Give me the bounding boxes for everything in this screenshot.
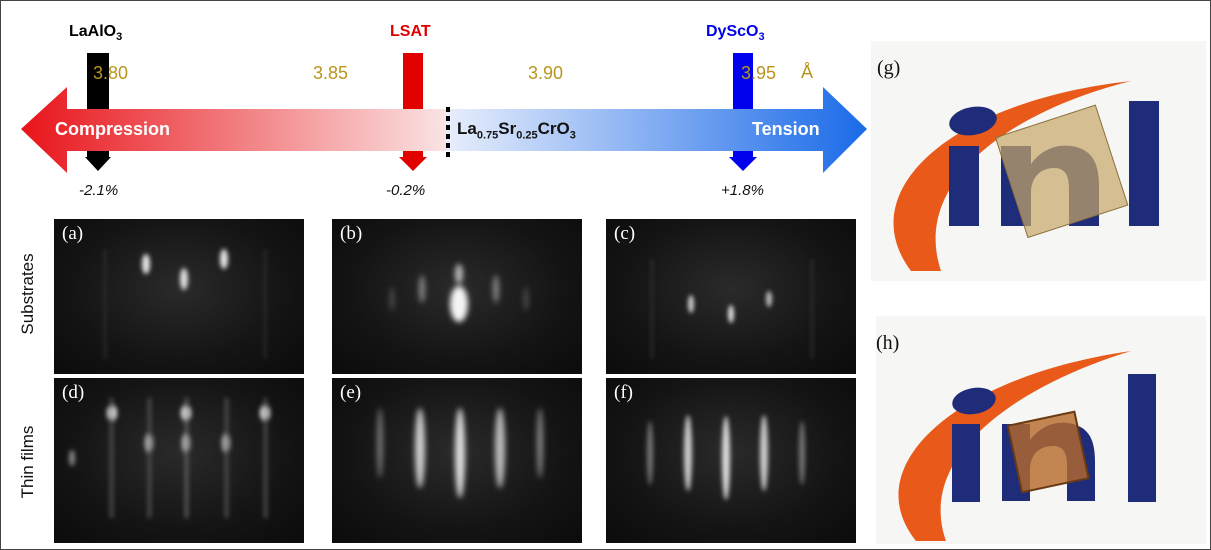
lsat-marker-tip xyxy=(399,157,427,171)
rheed-pattern-d xyxy=(69,398,270,518)
logo-dot xyxy=(949,106,997,136)
strain-arrow-diagram xyxy=(21,53,867,173)
logo-letter-i xyxy=(949,146,979,226)
tension-label: Tension xyxy=(752,119,820,139)
laalo3-strain: -2.1% xyxy=(79,182,119,199)
logo-dot-h xyxy=(952,387,996,415)
lattice-unit: Å xyxy=(801,62,814,82)
film-formula: La0.75Sr0.25CrO3 xyxy=(457,119,576,142)
substrate-sample-g xyxy=(994,104,1129,239)
logo-swoosh xyxy=(893,81,1131,271)
rheed-panel-d: (d) xyxy=(54,378,304,543)
rheed-panel-e: (e) xyxy=(332,378,582,543)
inl-logo-g xyxy=(893,81,1159,271)
panel-tag-c: (c) xyxy=(614,223,636,244)
photo-panel-h: (h) xyxy=(876,316,1206,544)
rheed-panel-c: (c) xyxy=(606,219,856,374)
rheed-pattern-b xyxy=(390,264,528,322)
panel-tag-e: (e) xyxy=(340,382,362,403)
thin-film-sample-h xyxy=(1006,410,1090,494)
laalo3-label: LaAlO3 xyxy=(69,23,123,44)
dysco3-marker-tip xyxy=(729,157,757,171)
lsat-strain: -0.2% xyxy=(386,182,426,199)
rheed-pattern-f xyxy=(647,415,805,500)
lattice-tick-390: 3.90 xyxy=(528,63,564,83)
photo-panel-g: (g) xyxy=(871,41,1206,281)
logo-letter-i-h xyxy=(952,424,980,502)
panel-tag-a: (a) xyxy=(62,223,84,244)
logo-letter-l-h xyxy=(1128,374,1156,502)
lattice-tick-395: 3.95 xyxy=(741,63,777,83)
row-label-substrates: Substrates xyxy=(18,253,37,335)
dysco3-strain: +1.8% xyxy=(721,182,764,199)
row-label-thin-films: Thin films xyxy=(18,425,37,499)
dysco3-label: DyScO3 xyxy=(706,23,765,44)
panel-tag-b: (b) xyxy=(340,223,363,244)
rheed-pattern-a xyxy=(104,249,266,359)
compression-arrow xyxy=(21,87,446,173)
logo-swoosh-h xyxy=(898,351,1131,541)
compression-label: Compression xyxy=(55,119,171,139)
lsat-label: LSAT xyxy=(390,23,431,40)
rheed-panel-f: (f) xyxy=(606,378,856,543)
laalo3-marker-tip xyxy=(85,157,111,171)
tension-arrow xyxy=(446,87,867,173)
inl-logo-h xyxy=(898,351,1156,541)
lattice-tick-380: 3.80 xyxy=(93,63,129,83)
panel-tag-d: (d) xyxy=(62,382,85,403)
rheed-panel-b: (b) xyxy=(332,219,582,374)
panel-tag-h: (h) xyxy=(876,332,900,354)
panel-tag-f: (f) xyxy=(614,382,633,403)
rheed-pattern-e xyxy=(377,408,543,498)
panel-tag-g: (g) xyxy=(877,57,901,79)
logo-letter-l xyxy=(1129,101,1159,226)
rheed-panel-a: (a) xyxy=(54,219,304,374)
lattice-tick-385: 3.85 xyxy=(313,63,349,83)
rheed-pattern-c xyxy=(651,259,813,359)
